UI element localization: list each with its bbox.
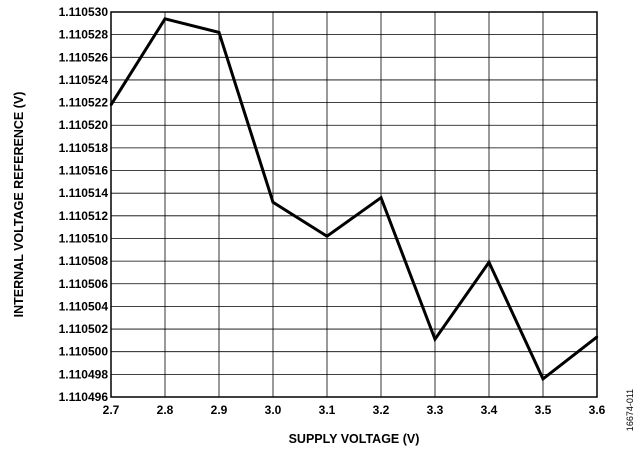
series-line — [109, 17, 599, 382]
y-tick-label: 1.110530 — [59, 5, 109, 19]
data-point — [163, 17, 167, 20]
y-tick-label: 1.110520 — [59, 118, 109, 132]
x-tick-label: 2.7 — [103, 403, 120, 417]
x-tick-label: 3.2 — [373, 403, 390, 417]
x-tick-label: 3.1 — [319, 403, 336, 417]
x-tick-label: 3.6 — [589, 403, 606, 417]
x-tick-label: 3.4 — [481, 403, 498, 417]
data-point — [271, 201, 275, 204]
y-tick-label: 1.110504 — [59, 299, 109, 313]
data-point — [325, 235, 329, 238]
data-point — [379, 196, 383, 199]
y-tick-label: 1.110496 — [59, 390, 109, 404]
data-point — [541, 377, 545, 381]
x-tick-label: 2.9 — [211, 403, 228, 417]
data-point — [217, 31, 221, 34]
data-point — [487, 261, 491, 264]
data-point — [433, 338, 437, 341]
x-tick-label: 3.5 — [535, 403, 552, 417]
y-tick-label: 1.110506 — [59, 277, 109, 291]
x-tick-label: 3.0 — [265, 403, 282, 417]
y-tick-label: 1.110514 — [59, 186, 109, 200]
y-tick-label: 1.110502 — [59, 322, 109, 336]
y-tick-label: 1.110512 — [59, 209, 109, 223]
x-tick-label: 2.8 — [157, 403, 174, 417]
y-tick-label: 1.110510 — [59, 231, 109, 245]
figure-id: 16674-011 — [625, 389, 635, 431]
y-tick-label: 1.110528 — [59, 28, 109, 42]
x-axis-ticks: 2.7 2.8 2.9 3.0 3.1 3.2 3.3 3.4 3.5 3.6 — [103, 403, 606, 417]
y-tick-label: 1.110522 — [59, 96, 109, 110]
y-tick-label: 1.110526 — [59, 50, 109, 64]
x-tick-label: 3.3 — [427, 403, 444, 417]
x-axis-title: SUPPLY VOLTAGE (V) — [289, 432, 420, 446]
y-tick-label: 1.110518 — [59, 141, 109, 155]
y-tick-label: 1.110498 — [59, 367, 109, 381]
series-polyline — [109, 17, 598, 382]
y-axis-ticks: 1.110496 1.110498 1.110500 1.110502 1.110504… — [59, 5, 109, 404]
y-tick-label: 1.110508 — [59, 254, 109, 268]
y-axis-title: INTERNAL VOLTAGE REFERENCE (V) — [12, 92, 26, 318]
plot-frame — [110, 11, 598, 398]
y-tick-label: 1.110524 — [59, 73, 109, 87]
y-tick-label: 1.110516 — [59, 164, 109, 178]
y-tick-label: 1.110500 — [59, 345, 109, 359]
